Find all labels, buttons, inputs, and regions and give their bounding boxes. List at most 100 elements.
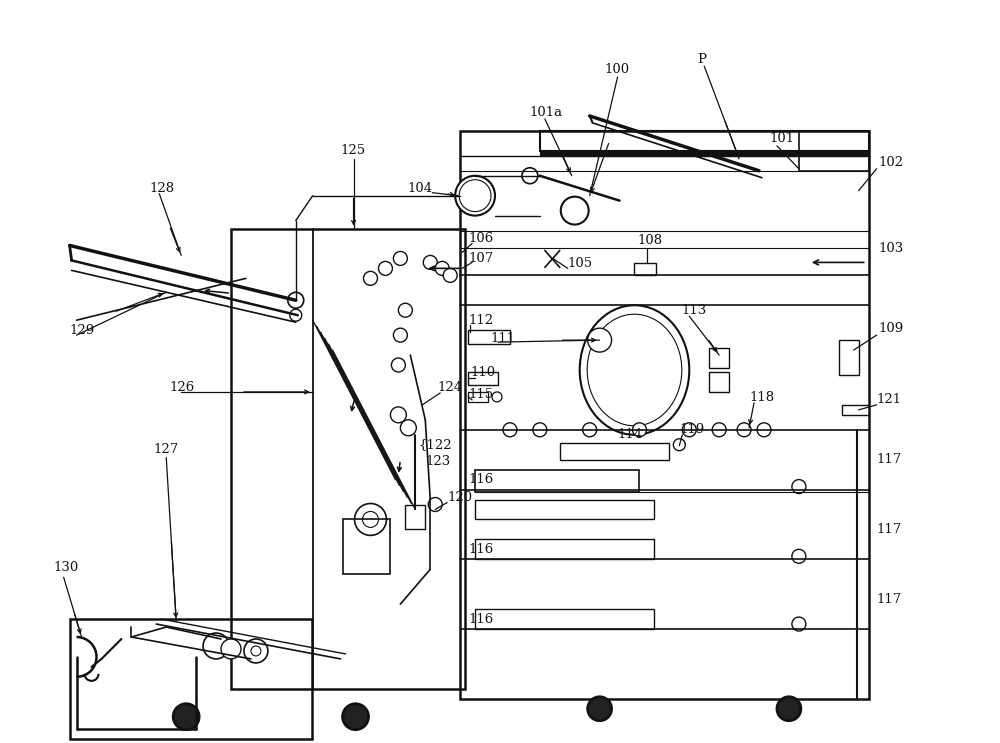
Circle shape (343, 704, 368, 730)
Circle shape (777, 697, 801, 721)
Text: 116: 116 (468, 473, 493, 486)
Circle shape (757, 423, 771, 437)
Circle shape (673, 439, 685, 451)
Circle shape (633, 423, 646, 437)
Bar (709, 348, 729, 368)
Circle shape (390, 407, 406, 423)
Circle shape (398, 303, 412, 317)
Text: 111: 111 (490, 331, 515, 345)
Circle shape (288, 292, 304, 308)
Bar (540, 131, 869, 151)
Bar (468, 330, 510, 344)
Circle shape (522, 168, 538, 184)
Circle shape (423, 256, 437, 270)
Text: 125: 125 (341, 144, 366, 158)
Text: 101: 101 (769, 132, 794, 146)
Circle shape (737, 423, 751, 437)
Bar (709, 372, 729, 392)
Text: 117: 117 (877, 523, 902, 536)
Text: 110: 110 (470, 366, 495, 380)
Text: 104: 104 (407, 182, 432, 195)
Text: {122: {122 (418, 438, 452, 451)
Text: 118: 118 (749, 392, 774, 404)
Circle shape (378, 262, 392, 276)
Bar (634, 264, 656, 276)
Text: 120: 120 (447, 491, 472, 504)
Text: 117: 117 (877, 593, 902, 606)
Bar (405, 504, 425, 530)
Text: 117: 117 (877, 453, 902, 466)
Circle shape (792, 617, 806, 631)
Circle shape (455, 176, 495, 215)
Text: 126: 126 (169, 381, 194, 395)
Text: 130: 130 (54, 561, 79, 574)
Circle shape (400, 420, 416, 435)
Text: 108: 108 (637, 234, 663, 247)
Circle shape (251, 646, 261, 656)
Bar (468, 392, 488, 402)
Circle shape (435, 262, 449, 276)
Circle shape (428, 498, 442, 511)
Bar (475, 539, 654, 559)
Text: 116: 116 (468, 543, 493, 556)
Bar (839, 340, 859, 375)
Circle shape (290, 309, 302, 321)
Text: 123: 123 (425, 455, 451, 468)
Text: 112: 112 (468, 314, 493, 327)
Circle shape (588, 697, 612, 721)
Circle shape (244, 639, 268, 663)
Text: 101a: 101a (530, 106, 563, 120)
Circle shape (459, 180, 491, 212)
Text: 114: 114 (618, 428, 643, 441)
Circle shape (588, 328, 612, 352)
Text: 115: 115 (468, 389, 493, 401)
Circle shape (443, 268, 457, 282)
Circle shape (393, 328, 407, 342)
Bar (70, 619, 312, 739)
Circle shape (561, 197, 589, 224)
Circle shape (173, 704, 199, 730)
Circle shape (792, 479, 806, 493)
Circle shape (503, 423, 517, 437)
Circle shape (393, 251, 407, 265)
Circle shape (792, 549, 806, 563)
Text: 124: 124 (437, 381, 462, 395)
Bar (460, 131, 869, 698)
Text: P: P (697, 53, 706, 65)
Circle shape (221, 639, 241, 659)
Bar (475, 470, 639, 492)
Text: 105: 105 (568, 257, 593, 270)
Ellipse shape (587, 314, 682, 426)
Bar (475, 609, 654, 629)
Circle shape (203, 633, 229, 659)
Text: 121: 121 (877, 393, 902, 406)
Circle shape (682, 423, 696, 437)
Text: 100: 100 (605, 62, 630, 76)
Bar (540, 151, 869, 156)
Circle shape (391, 358, 405, 372)
Bar (231, 229, 465, 689)
Text: 109: 109 (879, 322, 904, 334)
Text: 113: 113 (681, 304, 707, 317)
Text: 119: 119 (679, 424, 705, 436)
Circle shape (364, 271, 377, 285)
Text: 103: 103 (879, 242, 904, 255)
Bar (560, 443, 669, 460)
Circle shape (583, 423, 597, 437)
Text: 102: 102 (879, 156, 904, 169)
Circle shape (492, 392, 502, 402)
Text: 106: 106 (468, 232, 493, 245)
Bar (343, 519, 390, 574)
Text: 129: 129 (70, 324, 95, 337)
Ellipse shape (580, 305, 689, 435)
Circle shape (355, 504, 386, 536)
Text: 128: 128 (149, 182, 174, 195)
Text: 116: 116 (468, 612, 493, 626)
Circle shape (533, 423, 547, 437)
Bar (475, 499, 654, 519)
Circle shape (363, 511, 378, 528)
Text: 107: 107 (468, 252, 493, 265)
Circle shape (712, 423, 726, 437)
Bar (468, 372, 498, 385)
Text: 127: 127 (153, 444, 179, 456)
